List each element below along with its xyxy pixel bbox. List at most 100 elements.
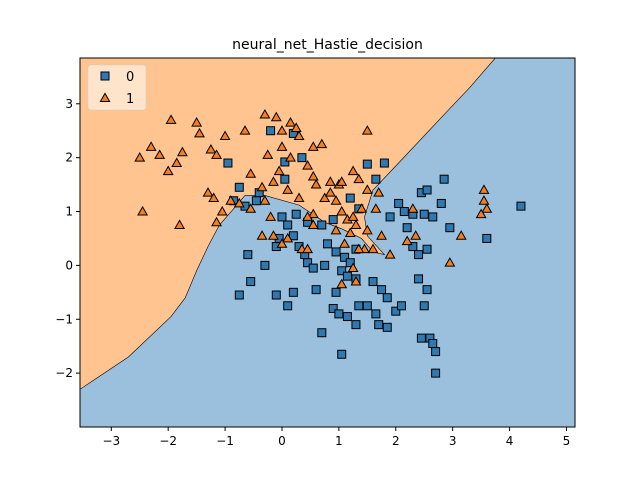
data-point-class-0 [362,301,372,311]
data-point-class-1 [285,117,296,127]
data-point-class-0 [428,212,438,222]
data-point-class-0 [408,242,418,252]
data-point-class-0 [368,277,378,287]
data-point-class-0 [328,303,338,313]
data-point-class-0 [345,193,355,203]
x-tick-label: 3 [449,434,457,448]
data-point-class-1 [282,232,294,243]
data-point-class-1 [347,211,359,221]
data-point-class-1 [367,243,379,254]
data-point-class-0 [317,220,327,230]
x-tick-label: −1 [216,434,234,448]
data-point-class-1 [330,224,342,235]
y-axis: −2 −1 0 1 2 3 [55,97,80,380]
data-point-class-1 [270,111,282,122]
data-point-class-0 [337,266,347,276]
legend: 01 [87,64,147,111]
legend-box [87,64,147,111]
data-point-class-1 [310,178,322,189]
data-point-class-1 [233,197,245,208]
data-point-class-1 [290,122,302,132]
data-point-class-0 [283,301,293,311]
data-point-class-0 [323,239,332,249]
data-point-class-1 [361,184,373,194]
data-point-class-1 [356,203,368,213]
data-point-class-1 [350,219,362,229]
data-point-class-0 [428,339,438,349]
data-point-class-0 [414,274,424,284]
data-point-class-1 [339,238,351,248]
data-point-class-1 [336,278,348,289]
data-point-class-1 [324,176,336,186]
data-point-class-1 [211,216,223,227]
data-point-class-0 [371,309,381,319]
data-point-class-1 [276,141,288,151]
data-point-class-1 [307,208,319,219]
data-point-class-1 [307,141,319,151]
data-point-class-0 [382,322,392,332]
data-point-class-1 [267,230,279,240]
data-point-class-1 [330,195,342,205]
data-point-class-0 [223,158,233,168]
data-point-class-1 [285,152,296,162]
data-point-class-1 [282,184,294,194]
data-point-class-0 [342,312,352,322]
data-point-class-0 [345,258,355,268]
data-point-class-1 [256,181,268,192]
data-point-class-1 [324,187,336,197]
data-point-class-1 [475,208,487,219]
data-point-class-1 [245,168,257,178]
data-point-class-0 [308,263,318,273]
data-point-class-0 [354,301,364,311]
data-point-class-0 [288,231,298,241]
data-point-class-1 [307,170,319,181]
data-point-class-1 [370,203,382,213]
data-point-class-1 [478,184,490,194]
data-point-class-1 [336,205,348,216]
data-point-class-0 [280,174,290,184]
x-tick-label: −2 [159,434,177,448]
data-point-class-0 [414,250,424,260]
legend-label: 0 [126,70,134,85]
data-point-class-0 [374,320,384,330]
data-point-class-0 [251,196,261,206]
data-point-class-0 [246,277,256,287]
data-point-class-1 [225,195,237,205]
data-point-class-1 [194,127,205,138]
data-point-class-0 [396,301,406,311]
data-point-class-1 [174,219,186,229]
data-point-class-0 [234,290,244,300]
data-point-class-0 [482,233,492,243]
data-point-class-0 [385,212,395,222]
data-point-class-1 [171,157,183,167]
data-point-class-1 [145,141,157,151]
data-point-class-1 [344,227,356,238]
data-point-class-1 [407,203,419,213]
data-point-class-0 [439,174,449,184]
data-point-class-0 [362,159,372,169]
data-point-class-1 [208,192,220,203]
y-tick-label: −2 [55,366,73,380]
data-point-class-1 [191,117,203,127]
data-point-class-0 [431,368,441,378]
data-point-class-0 [243,250,253,260]
legend-label: 1 [126,92,134,107]
data-point-class-1 [239,125,251,135]
data-point-class-1 [293,192,305,203]
data-point-class-0 [351,320,361,330]
data-point-class-0 [422,185,432,195]
data-point-class-0 [266,126,276,136]
data-point-class-1 [273,165,285,176]
data-point-class-1 [162,165,174,176]
data-point-class-0 [331,247,341,257]
data-point-class-0 [320,260,330,270]
data-point-class-1 [154,149,166,159]
chart-title: neural_net_Hastie_decision [232,37,423,53]
x-tick-label: 0 [278,434,286,448]
data-point-class-1 [336,176,348,186]
data-point-class-1 [276,125,288,135]
data-point-class-0 [291,209,301,219]
data-point-class-0 [419,301,429,311]
data-point-class-0 [337,349,347,359]
